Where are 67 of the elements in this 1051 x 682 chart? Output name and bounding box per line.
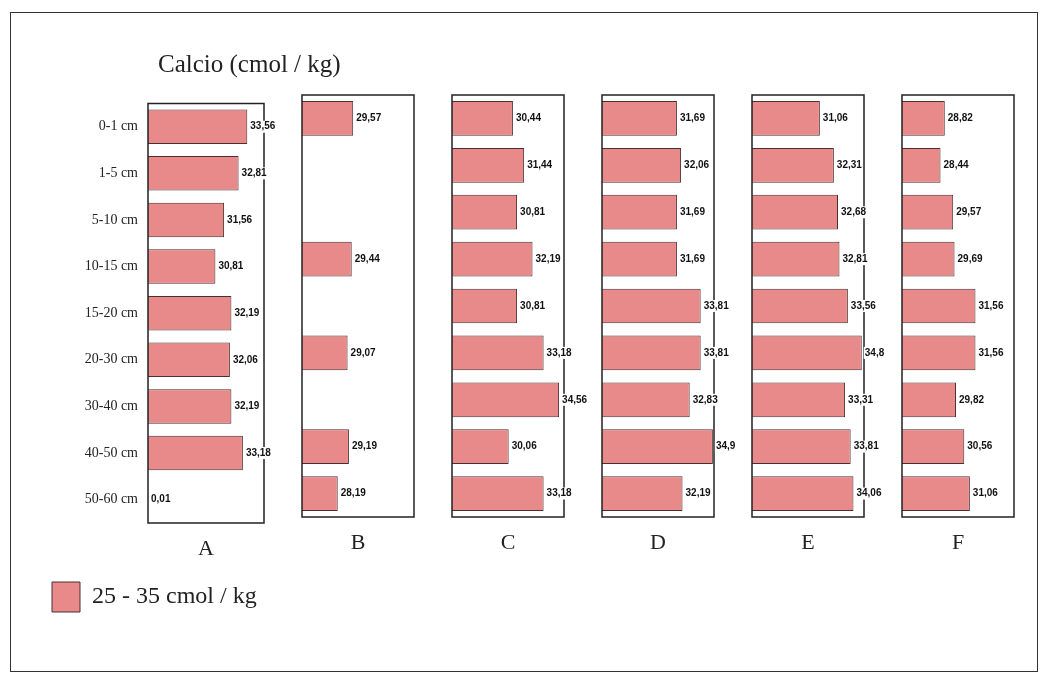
y-tick-label: 1-5 cm	[98, 165, 139, 181]
data-label: 32,31	[836, 159, 863, 171]
data-label: 31,44	[527, 159, 553, 171]
y-tick-label: 20-30 cm	[84, 351, 139, 367]
data-label: 31,56	[227, 213, 253, 225]
data-label: 32,83	[692, 393, 719, 405]
data-label: 32,68	[841, 205, 867, 217]
data-label: 30,81	[520, 299, 546, 311]
legend-label: 25 - 35 cmol / kg	[92, 582, 257, 609]
data-label: 33,18	[546, 346, 573, 358]
data-label: 31,56	[978, 299, 1004, 311]
y-tick-label: 40-50 cm	[84, 444, 139, 460]
data-label: 31,69	[679, 112, 706, 124]
data-label: 31,06	[822, 112, 849, 124]
data-label: 28,19	[340, 487, 367, 499]
data-label: 28,44	[943, 159, 969, 171]
data-label: 32,06	[684, 159, 710, 171]
chart-title: Calcio (cmol / kg)	[158, 50, 341, 78]
data-label: 29,69	[957, 252, 983, 264]
data-label: 32,19	[685, 487, 711, 499]
data-label: 33,18	[546, 487, 573, 499]
data-label: 34,8	[864, 346, 885, 358]
y-tick-label: 30-40 cm	[84, 398, 139, 414]
data-label: 32,19	[234, 400, 260, 412]
data-label: 29,19	[351, 440, 378, 452]
data-label: 32,19	[535, 252, 561, 264]
data-label: 29,07	[350, 346, 377, 358]
data-label: 32,19	[234, 306, 260, 318]
data-label: 33,81	[703, 346, 730, 358]
data-label: 33,56	[850, 299, 877, 311]
data-label: 30,81	[218, 260, 244, 272]
y-tick-label: 50-60 cm	[84, 491, 139, 507]
y-tick-label: 0-1 cm	[98, 118, 139, 134]
data-label: 31,06	[972, 487, 999, 499]
text: 0,01	[151, 493, 171, 505]
y-tick-label: 5-10 cm	[91, 211, 139, 227]
data-label: 28,82	[947, 112, 974, 124]
data-label: 29,57	[356, 112, 382, 124]
x-axis-title: D	[650, 528, 666, 554]
y-tick-label: 15-20 cm	[84, 304, 139, 320]
data-label: 32,06	[232, 353, 259, 365]
data-label: 30,81	[520, 205, 546, 217]
data-label: 29,57	[956, 205, 982, 217]
data-label: 30,44	[515, 112, 542, 124]
data-label: 33,81	[703, 299, 730, 311]
x-axis-title: E	[801, 528, 815, 554]
data-label: 32,81	[241, 167, 268, 179]
data-label: 29,82	[958, 393, 985, 405]
data-label: 30,56	[967, 440, 993, 452]
x-axis-title: F	[951, 528, 965, 554]
data-label: 30,06	[511, 440, 538, 452]
data-label: 33,18	[245, 446, 272, 458]
data-label: 32,81	[842, 252, 868, 264]
data-label: 31,69	[679, 252, 706, 264]
data-label: 33,56	[250, 120, 276, 132]
data-label: 33,81	[853, 440, 880, 452]
x-axis-title: C	[500, 528, 516, 554]
x-axis-title: B	[350, 528, 366, 554]
data-label: 34,06	[856, 487, 882, 499]
data-label: 31,69	[679, 205, 706, 217]
data-label: 34,56	[562, 393, 588, 405]
data-label: 33,31	[848, 393, 874, 405]
y-tick-label: 10-15 cm	[84, 258, 139, 274]
data-label: 31,56	[978, 346, 1004, 358]
data-label: 34,9	[715, 440, 736, 452]
data-label: 29,44	[354, 252, 381, 264]
x-axis-title: A	[198, 534, 215, 560]
